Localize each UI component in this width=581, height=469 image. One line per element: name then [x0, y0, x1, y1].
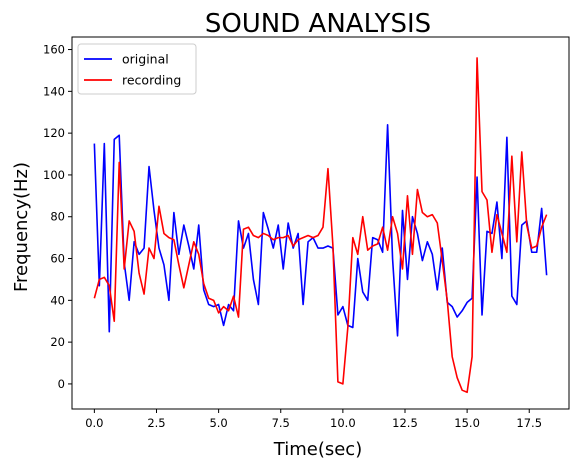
chart-title: SOUND ANALYSIS — [205, 9, 431, 39]
x-tick-label: 7.5 — [272, 416, 290, 430]
y-tick-label: 80 — [50, 210, 65, 224]
x-tick-label: 17.5 — [516, 416, 542, 430]
series-line-recording — [93, 57, 548, 394]
x-tick-label: 0.0 — [85, 416, 103, 430]
y-tick-label: 100 — [43, 168, 65, 182]
y-tick-label: 20 — [50, 335, 65, 349]
x-tick-label: 15.0 — [454, 416, 480, 430]
x-tick-label: 2.5 — [147, 416, 165, 430]
plot-frame — [71, 36, 570, 410]
y-tick-label: 120 — [43, 126, 65, 140]
series-layer — [93, 57, 548, 394]
x-axis-ticks: 0.0 2.5 5.0 7.5 10.0 12.5 15.0 17.5 — [85, 409, 542, 430]
y-tick-label: 160 — [43, 43, 65, 57]
y-axis-label: Frequency(Hz) — [11, 162, 32, 292]
y-tick-label: 0 — [58, 377, 65, 391]
x-tick-label: 10.0 — [330, 416, 356, 430]
legend-label-original: original — [122, 52, 169, 67]
legend: original recording — [77, 43, 197, 95]
y-tick-label: 40 — [50, 293, 65, 307]
legend-label-recording: recording — [122, 73, 181, 88]
y-axis-ticks: 0 20 40 60 80 100 120 140 160 — [43, 43, 72, 391]
y-tick-label: 140 — [43, 84, 65, 98]
series-line-original — [93, 123, 548, 337]
x-axis-label: Time(sec) — [273, 439, 362, 460]
y-tick-label: 60 — [50, 252, 65, 266]
legend-box — [77, 43, 197, 95]
x-tick-label: 12.5 — [392, 416, 418, 430]
x-tick-label: 5.0 — [209, 416, 227, 430]
